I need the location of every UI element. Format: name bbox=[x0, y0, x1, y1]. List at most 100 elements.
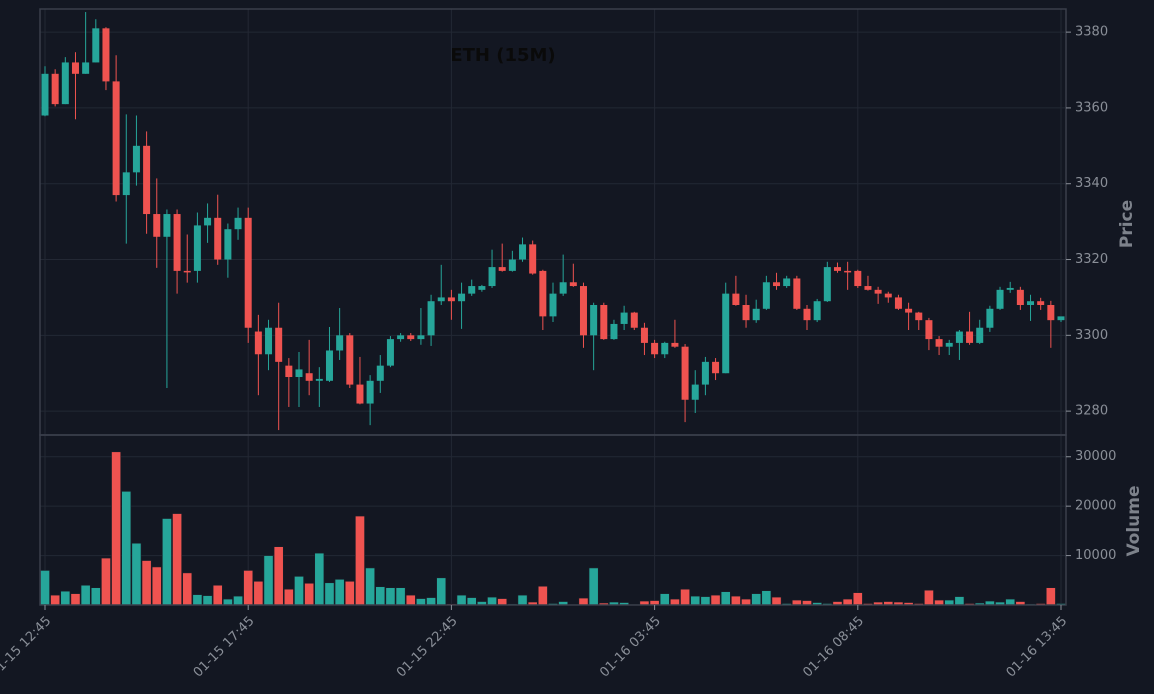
candle-body bbox=[783, 278, 791, 287]
volume-bar bbox=[80, 584, 91, 606]
candle-body bbox=[549, 293, 557, 317]
volume-bar bbox=[720, 591, 731, 606]
volume-bar bbox=[670, 598, 680, 606]
y-tick-label: 3380 bbox=[1075, 25, 1108, 40]
candle-body bbox=[905, 308, 913, 313]
volume-bar bbox=[344, 580, 355, 606]
volume-bar bbox=[40, 570, 50, 606]
volume-bar bbox=[730, 595, 741, 606]
chart-title: ETH (15M) bbox=[450, 45, 555, 66]
volume-bar bbox=[182, 572, 193, 606]
candle-body bbox=[925, 320, 933, 340]
candle-body bbox=[986, 308, 994, 328]
volume-bar bbox=[263, 555, 274, 606]
candle-body bbox=[417, 335, 425, 340]
candle-body bbox=[214, 217, 222, 260]
candle-body bbox=[376, 365, 384, 381]
candle-body bbox=[966, 331, 974, 343]
candle-body bbox=[61, 62, 69, 105]
candle-body bbox=[254, 331, 262, 355]
candle-body bbox=[945, 342, 953, 347]
plot-layer bbox=[40, 9, 1066, 606]
candle-body bbox=[386, 339, 394, 366]
volume-bar bbox=[426, 597, 436, 606]
volume-bar bbox=[741, 598, 751, 606]
volume-bar bbox=[385, 587, 396, 606]
volume-bar bbox=[273, 546, 284, 606]
candle-body bbox=[671, 342, 679, 347]
volume-bar bbox=[172, 513, 182, 606]
volume-bar bbox=[771, 596, 782, 606]
candle-body bbox=[1027, 301, 1035, 306]
candle-body bbox=[701, 361, 709, 385]
volume-bar bbox=[416, 598, 426, 606]
volume-bar bbox=[842, 598, 853, 606]
candle-body bbox=[874, 289, 882, 294]
volume-bar bbox=[60, 590, 71, 606]
volume-bar bbox=[375, 586, 386, 606]
candle-body bbox=[793, 278, 801, 309]
volume-bar bbox=[162, 518, 172, 606]
candle-body bbox=[92, 28, 100, 63]
y-axis-label: Price bbox=[1117, 200, 1137, 248]
volume-bar bbox=[497, 598, 508, 606]
volume-bar bbox=[487, 596, 497, 606]
volume-bar bbox=[243, 570, 254, 606]
volume-bar bbox=[70, 593, 81, 606]
volume-bar bbox=[212, 584, 223, 606]
candle-body bbox=[915, 312, 923, 321]
candle-body bbox=[681, 346, 689, 400]
candle-body bbox=[691, 384, 699, 400]
volume-bar bbox=[283, 588, 294, 606]
volume-bar bbox=[517, 594, 528, 606]
candle-body bbox=[712, 361, 720, 374]
candle-body bbox=[234, 217, 242, 230]
volume-bar bbox=[1045, 587, 1056, 606]
volume-bar bbox=[680, 588, 690, 606]
y-tick-label: 3360 bbox=[1075, 100, 1108, 115]
candle-body bbox=[447, 297, 455, 302]
candle-body bbox=[955, 331, 963, 343]
candle-body bbox=[844, 270, 852, 273]
candle-body bbox=[437, 297, 445, 302]
candle-body bbox=[356, 384, 364, 404]
candle-body bbox=[397, 335, 405, 340]
candle-body bbox=[407, 335, 415, 340]
candle-body bbox=[590, 305, 598, 336]
volume-bar bbox=[222, 598, 233, 606]
candle-body bbox=[813, 301, 821, 321]
volume-bar bbox=[365, 567, 376, 606]
candle-body bbox=[722, 293, 730, 374]
candle-body bbox=[1057, 316, 1065, 321]
candle-body bbox=[498, 267, 506, 271]
candle-body bbox=[224, 229, 232, 260]
candle-body bbox=[275, 327, 283, 362]
candle-body bbox=[1016, 289, 1024, 306]
candle-body bbox=[508, 259, 516, 271]
volume-bar bbox=[314, 552, 325, 606]
volume-bar bbox=[192, 594, 203, 606]
candle-body bbox=[752, 308, 760, 321]
volume-bar bbox=[578, 597, 589, 606]
candle-body bbox=[600, 305, 608, 340]
volume-bar bbox=[537, 585, 548, 606]
y-tick-label: 3340 bbox=[1075, 176, 1108, 191]
candle-body bbox=[762, 282, 770, 309]
candle-body bbox=[823, 267, 831, 302]
candle-body bbox=[285, 365, 293, 378]
candle-body bbox=[315, 378, 323, 381]
candle-body bbox=[183, 270, 191, 273]
volume-bar bbox=[50, 594, 61, 606]
candle-body bbox=[488, 267, 496, 287]
candle-body bbox=[976, 327, 984, 343]
volume-bar bbox=[131, 542, 142, 606]
volume-bar bbox=[101, 557, 111, 606]
candle-body bbox=[519, 244, 527, 260]
y2-axis-label: Volume bbox=[1124, 485, 1144, 556]
candle-body bbox=[529, 244, 537, 274]
candle-body bbox=[651, 342, 659, 355]
candle-body bbox=[163, 214, 171, 237]
candle-body bbox=[559, 282, 567, 294]
